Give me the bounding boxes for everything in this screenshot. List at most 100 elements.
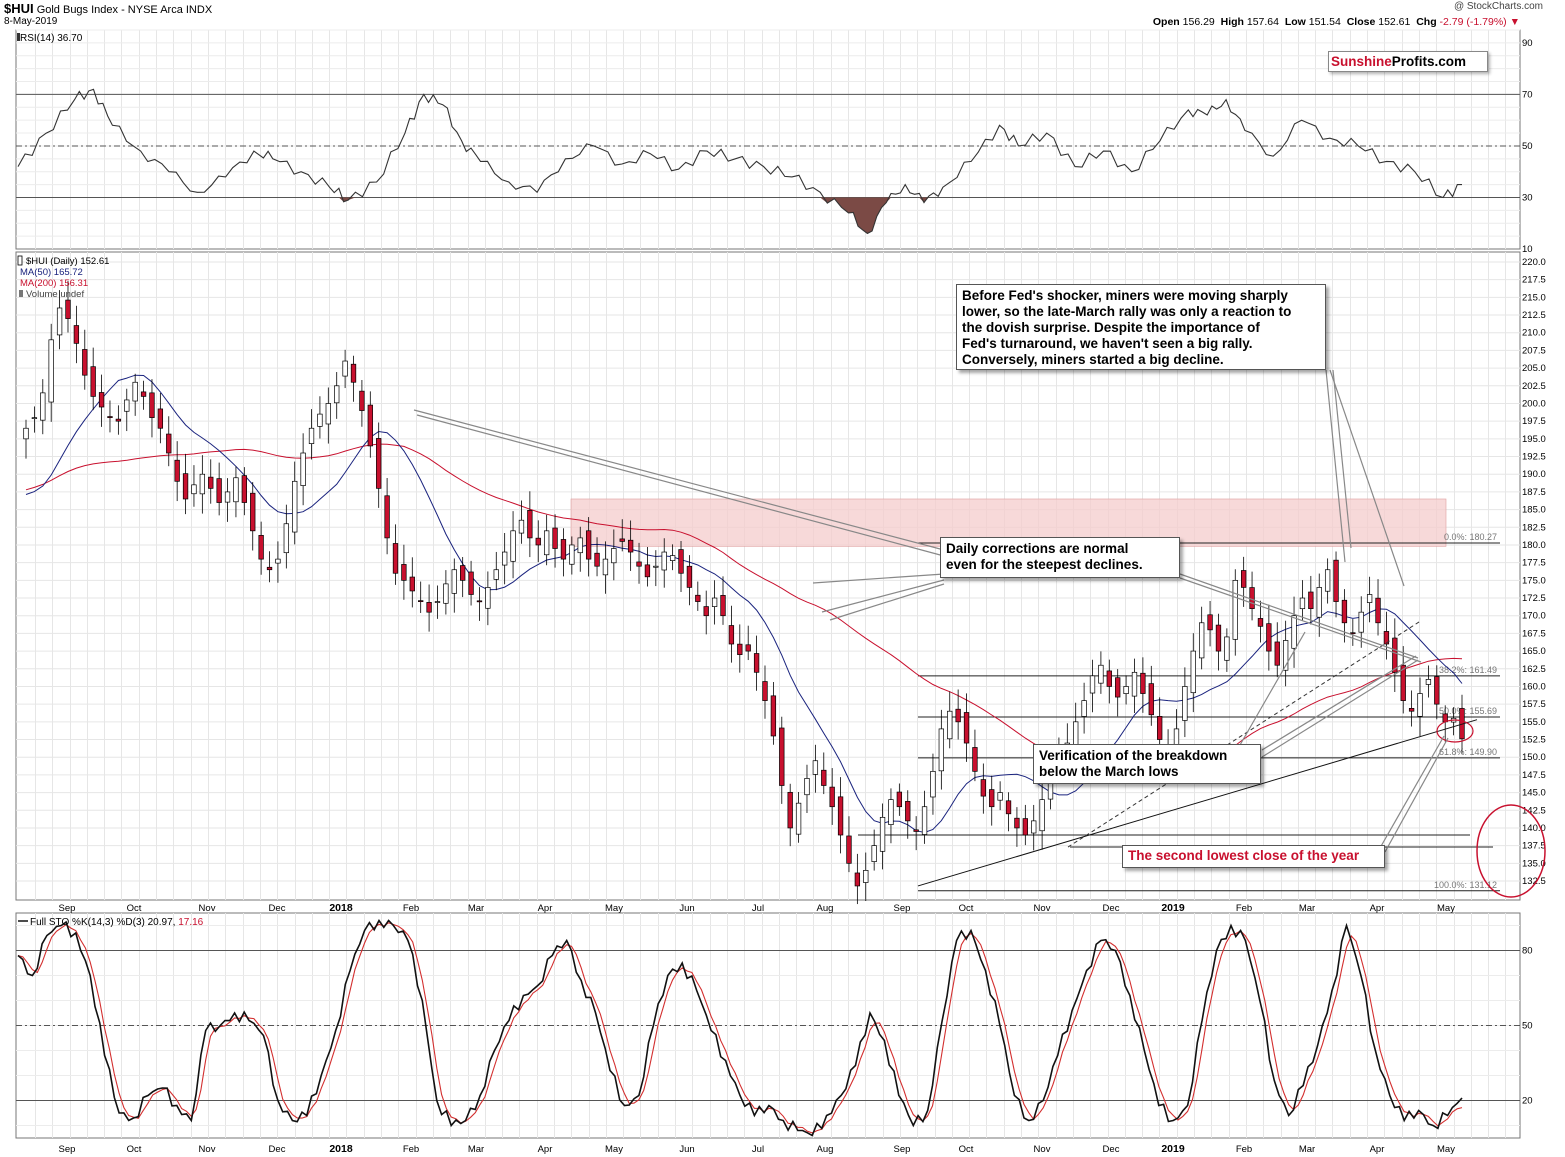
price-legend-volume: Volume undef — [26, 289, 84, 300]
daily-annotation-line: Daily corrections are normal — [946, 541, 1129, 556]
candle-body — [31, 417, 38, 419]
candle-body — [40, 392, 46, 421]
x-tick-label: Apr — [1370, 903, 1385, 914]
pointer-daily-3 — [812, 573, 945, 584]
x-tick-label: Jul — [752, 903, 764, 914]
price-tick-label: 202.5 — [1522, 381, 1546, 392]
sto-legend-d: 17.16 — [175, 917, 203, 928]
candle-body — [401, 564, 407, 581]
chg-value: -2.79 (-1.79%) — [1439, 16, 1507, 28]
x-tick-label: Apr — [538, 903, 553, 914]
candle-body — [1274, 641, 1280, 666]
candle-body — [678, 549, 684, 574]
x-tick-label: Aug — [817, 903, 834, 914]
candle-body — [124, 399, 130, 412]
price-tick-label: 205.0 — [1522, 363, 1546, 374]
price-tick-label: 162.5 — [1522, 664, 1546, 675]
candle-body — [527, 510, 533, 539]
price-tick-label: 197.5 — [1522, 416, 1546, 427]
fib-label: 50.0%: 155.69 — [1439, 706, 1497, 716]
candle-body — [703, 606, 709, 617]
daily-annotation-line: even for the steepest declines. — [946, 557, 1143, 572]
candle-body — [418, 600, 424, 602]
high-value: 157.64 — [1246, 16, 1279, 28]
candle-body — [653, 565, 659, 568]
price-tick-label: 155.0 — [1522, 717, 1546, 728]
x-tick-label: Apr — [538, 1144, 553, 1155]
pointer-fed-2 — [1329, 369, 1405, 587]
fib-label: 100.0%: 131.12 — [1434, 880, 1497, 890]
candle-body — [896, 791, 903, 808]
price-legend-hui: $HUI (Daily) 152.61 — [26, 256, 109, 267]
candle-body — [216, 478, 222, 503]
x-tick-label: Sep — [894, 1144, 911, 1155]
fed-annotation-line: lower, so the late-March rally was only … — [962, 304, 1292, 319]
price-tick-label: 185.0 — [1522, 505, 1546, 516]
rsi-tick-label: 70 — [1522, 89, 1533, 100]
price-tick-label: 217.5 — [1522, 275, 1546, 286]
x-tick-label: Mar — [1299, 903, 1315, 914]
candle-body — [1207, 614, 1213, 631]
pointer-fed-1 — [1325, 369, 1346, 563]
candle-body — [1291, 615, 1297, 649]
x-tick-label: Sep — [894, 903, 911, 914]
candle-body — [434, 601, 441, 603]
candle-body — [921, 806, 928, 835]
high-label: High — [1220, 16, 1244, 28]
candle-body — [56, 307, 63, 336]
ma50-line — [25, 374, 1463, 834]
candle-body — [241, 475, 247, 503]
candle-body — [233, 477, 239, 503]
candle-body — [451, 569, 457, 594]
candle-body — [502, 551, 508, 566]
candle-body — [1375, 597, 1381, 624]
price-tick-label: 150.0 — [1522, 752, 1546, 763]
candle-body — [1098, 664, 1104, 684]
candle-body — [711, 597, 718, 607]
fed-annotation-line: the dovish surprise. Despite the importa… — [962, 320, 1260, 335]
price-tick-label: 210.0 — [1522, 328, 1546, 339]
candle-body — [1299, 597, 1306, 610]
index-name: Gold Bugs Index - NYSE Arca INDX — [36, 4, 213, 16]
candle-body — [879, 816, 886, 852]
candle-body — [795, 802, 802, 835]
candle-body — [132, 381, 138, 402]
candle-body — [619, 538, 625, 542]
candle-body — [963, 712, 970, 744]
pointer-daily-6 — [1179, 573, 1419, 659]
price-tick-label: 145.0 — [1522, 788, 1546, 799]
candle-body — [510, 530, 516, 562]
price-tick-label: 170.0 — [1522, 611, 1546, 622]
candle-body — [157, 408, 164, 429]
legend-candle-icon — [17, 255, 23, 266]
candle-body — [325, 403, 331, 425]
sto-legend: Full STO %K(14,3) %D(3) 20.97, 17.16 — [30, 917, 204, 928]
candle-body — [73, 325, 80, 344]
x-tick-label: May — [605, 1144, 623, 1155]
rsi-line — [17, 88, 1462, 235]
pointer-daily-1 — [413, 409, 945, 551]
candle-body — [770, 695, 777, 737]
x-tick-label: Oct — [127, 903, 142, 914]
candle-body — [300, 452, 306, 486]
sto-tick-label: 50 — [1522, 1021, 1533, 1032]
candle-body — [334, 385, 340, 404]
candle-body — [980, 779, 986, 797]
x-tick-label: Jun — [679, 1144, 694, 1155]
sto-panel: 80 50 20 Full STO %K(14,3) %D(3) 20.97, 17… — [15, 912, 1533, 1139]
pointer-daily-2 — [416, 414, 945, 557]
price-tick-label: 220.0 — [1522, 257, 1546, 268]
candle-body — [98, 392, 105, 408]
verification-annotation: Verification of the breakdown below the … — [1033, 744, 1261, 784]
price-tick-label: 135.0 — [1522, 858, 1546, 869]
rsi-panel-frame — [15, 29, 1521, 250]
x-tick-label: Feb — [403, 1144, 419, 1155]
candle-body — [930, 770, 936, 798]
x-tick-label: Dec — [1103, 903, 1120, 914]
candle-body — [317, 413, 323, 427]
x-tick-label: Jul — [752, 1144, 764, 1155]
sto-tick-label: 80 — [1522, 946, 1533, 957]
sto-legend-label: Full STO %K(14,3) %D(3) 20.97, — [30, 917, 175, 928]
rsi-panel: 90 70 50 30 10 RSI(14) 36.70 — [15, 29, 1533, 255]
fed-annotation-line: Before Fed's shocker, miners were moving… — [962, 288, 1288, 303]
